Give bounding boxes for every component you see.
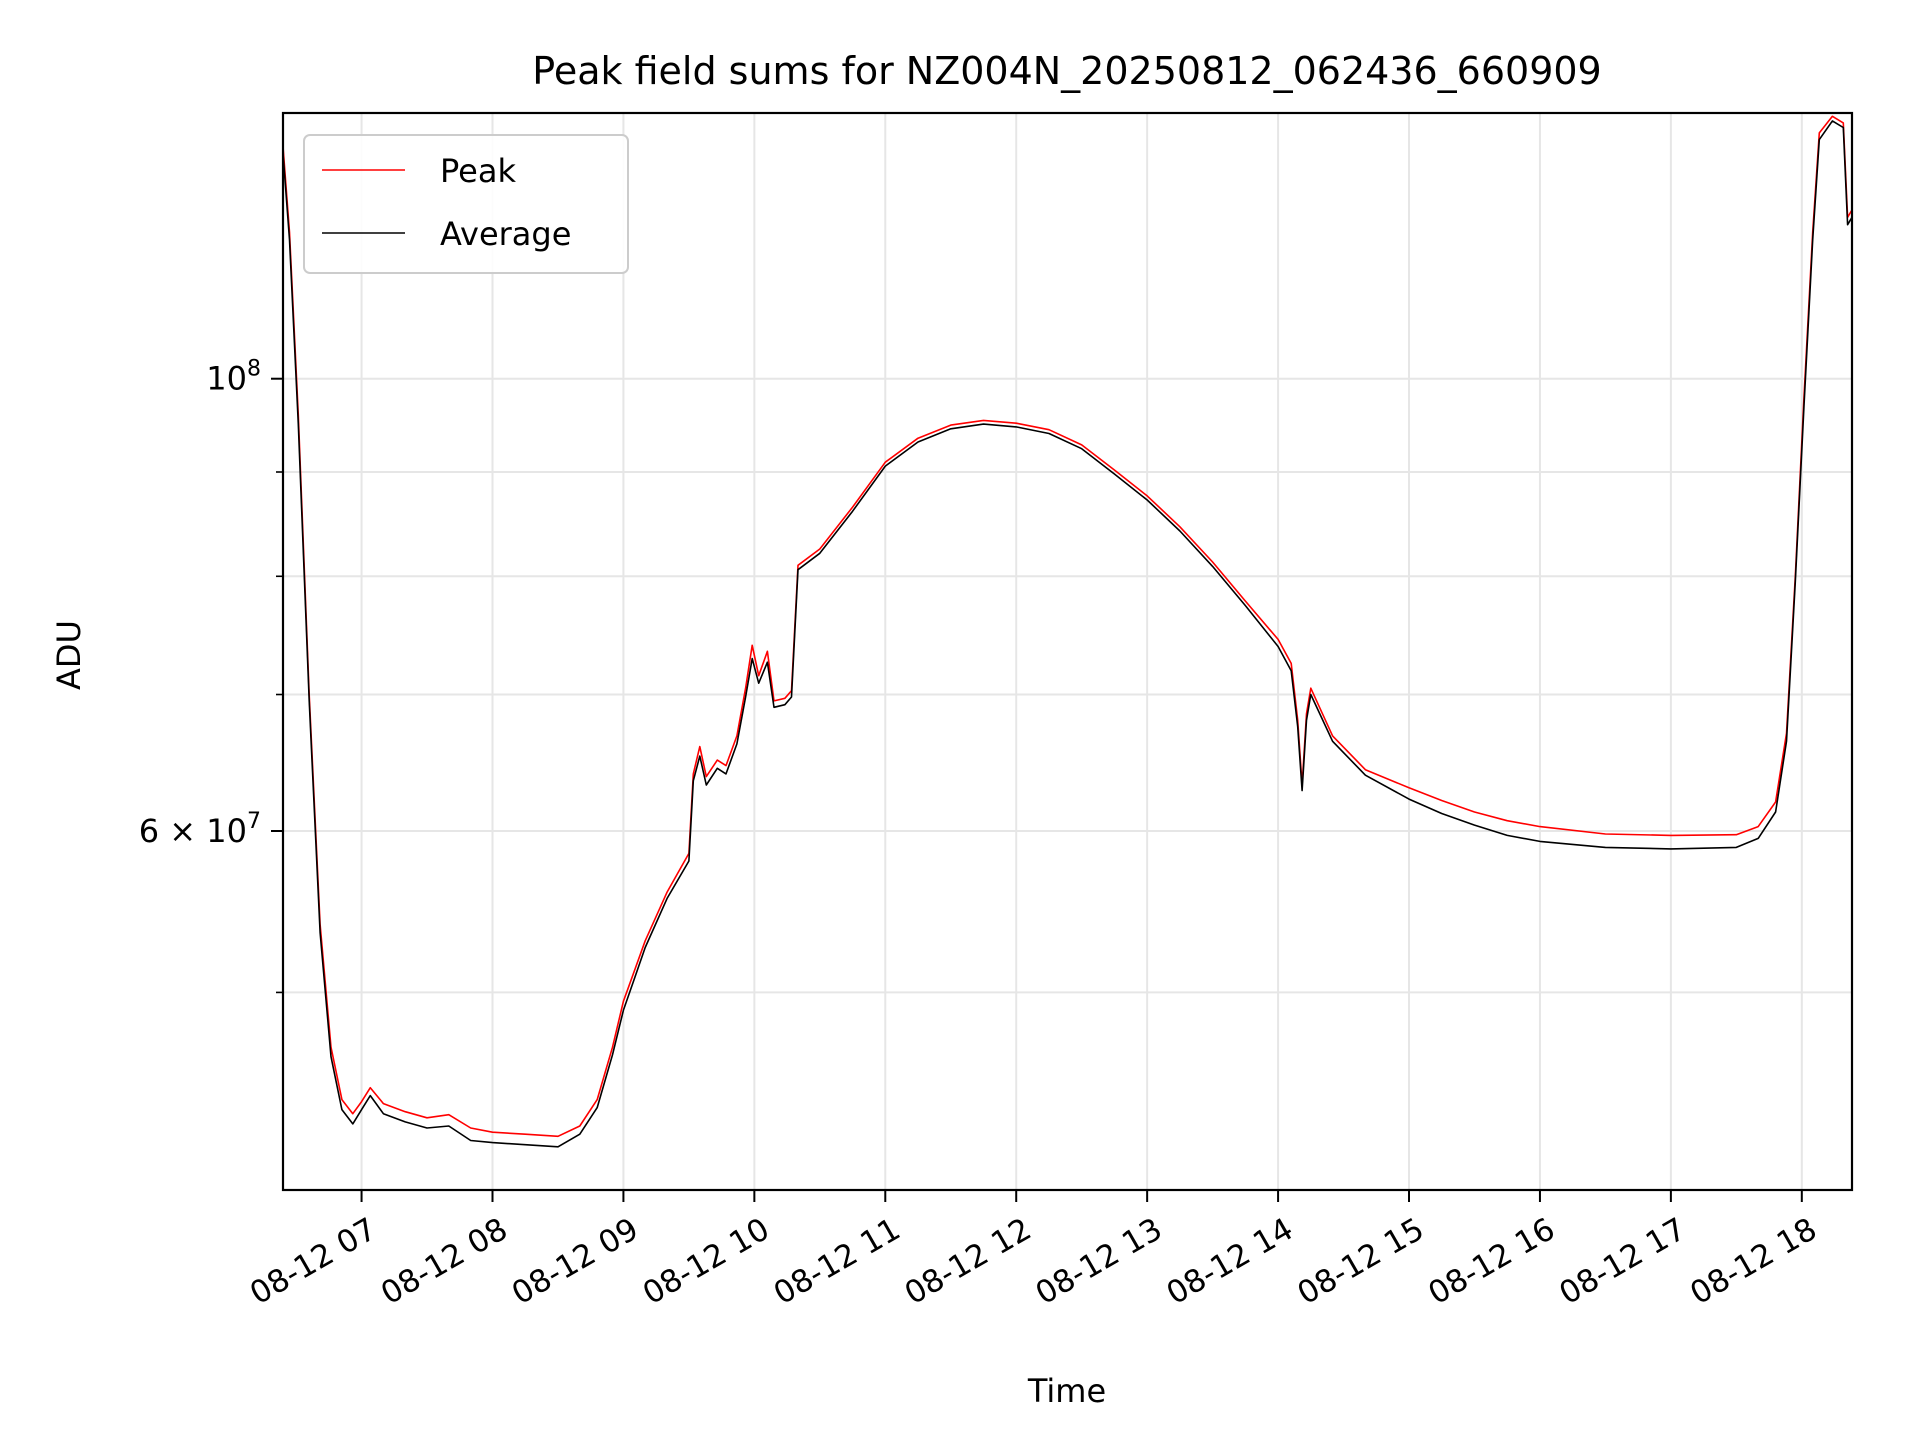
series-line-average (282, 120, 1853, 1148)
legend: Peak Average (303, 134, 629, 274)
plot-frame (281, 111, 1854, 1192)
series-layer (282, 115, 1853, 1148)
x-axis-label: Time (1027, 1372, 1106, 1410)
y-tick-label: 108 (206, 357, 261, 398)
grid (283, 113, 1852, 1190)
chart-title: Peak field sums for NZ004N_20250812_0624… (532, 49, 1601, 93)
y-axis-label: ADU (50, 620, 88, 690)
series-line-peak (282, 115, 1853, 1138)
y-tick-label: 6 × 107 (139, 809, 261, 850)
legend-label-average: Average (440, 215, 571, 253)
legend-label-peak: Peak (440, 152, 516, 190)
